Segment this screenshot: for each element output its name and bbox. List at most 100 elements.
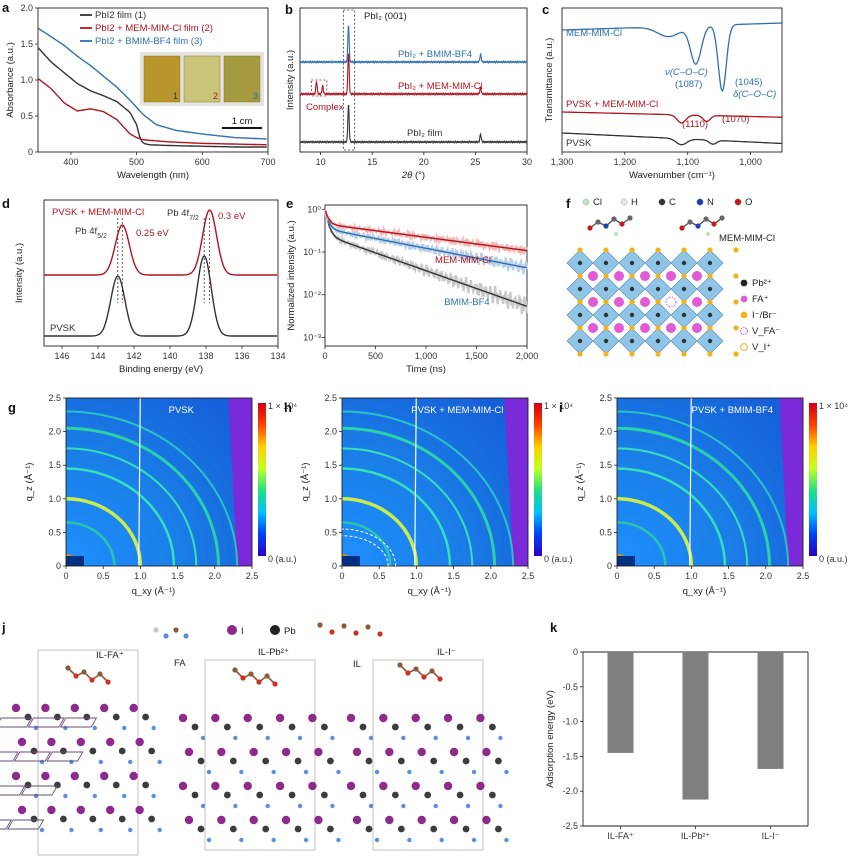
panel-h-ytick-label: 1.5 [324, 460, 337, 470]
panel-b-xtick-label: 15 [367, 157, 377, 167]
panel-j-fa-atom [433, 735, 438, 741]
panel-g-detector-gap [138, 397, 141, 567]
panel-f-molecule-atom [687, 219, 693, 225]
panel-f-pb-atom [707, 286, 713, 292]
panel-d-series-line [44, 209, 278, 276]
panel-j-lead-atom [456, 791, 464, 799]
panel-i-signal-area [617, 398, 789, 566]
panel-a-scale-label: 1 cm [232, 116, 253, 127]
panel-f-halide-atom [681, 351, 687, 357]
panel-j-fa-atom [151, 725, 156, 731]
panel-f-molecule-cl [705, 231, 711, 237]
panel-j-il-atom [65, 665, 71, 671]
panel-j-lattice-bond [46, 751, 84, 762]
panel-j-fa-atom [128, 827, 133, 833]
panel-f-molecule-atom [703, 216, 709, 222]
panel-i-ytick-label: 0 [607, 561, 612, 571]
panel-j-fa-atom [157, 827, 162, 833]
panel-g-beamstop [66, 556, 84, 566]
panel-f-legend-dot [740, 327, 748, 335]
panel-h-diffraction-ring [341, 410, 515, 567]
panel-j-iodine-atom [47, 805, 56, 815]
panel-f-molecule-atom [595, 219, 601, 225]
panel-e-ylabel: Normalized intensity (a.u.) [286, 220, 297, 330]
panel-j-lead-atom [489, 791, 496, 799]
panel-f-pb-atom [629, 312, 635, 318]
panel-f-pb-atom [707, 312, 713, 318]
panel-a-ylabel: Absorbance (a.u.) [5, 42, 16, 118]
panel-d-label-pvsk: PVSK [50, 323, 76, 334]
panel-j-lead-atom [83, 713, 91, 721]
panel-j-il-atom [272, 681, 278, 687]
panel-j-lead-atom [424, 723, 432, 731]
panel-c-annot: δ(C–O–C) [733, 89, 776, 100]
panel-g-xtick-label: 2.0 [209, 571, 222, 581]
panel-f-fa-vacancy [665, 296, 677, 308]
panel-d-label-mem: PVSK + MEM-MIM-Cl [52, 207, 144, 218]
panel-j-label-il: IL [353, 659, 361, 670]
panel-g-ylabel: q_z (Å⁻¹) [24, 463, 35, 502]
panel-j-fa-atom [39, 759, 45, 765]
panel-h-ytick-label: 2.0 [324, 427, 337, 437]
panel-f-halide-atom [629, 299, 635, 305]
panel-j-fa-atom [239, 837, 244, 843]
panel-f-halide-atom [681, 247, 687, 253]
panel-j-iodine-atom [308, 713, 317, 723]
panel-d-xtick-label: 138 [198, 351, 213, 361]
panel-f-pb-atom [655, 312, 661, 318]
panel-f-fa-atom [640, 271, 650, 281]
panel-j-il-atom [256, 679, 262, 685]
panel-g-signal-area [66, 398, 238, 566]
panel-a-xtick-label: 700 [260, 157, 275, 167]
panel-c-annot: (1087) [675, 79, 702, 90]
panel-f-halide-atom [577, 273, 583, 279]
panel-i-beamstop [617, 556, 635, 566]
panel-a-series-line [37, 47, 267, 148]
panel-j-fa-atom [92, 793, 98, 799]
panel-j-fa-atom [33, 725, 39, 731]
panel-f-legend-dot [740, 311, 748, 319]
panel-j-fa-picture-atom [173, 627, 179, 633]
panel-f-molecule-atom [627, 215, 633, 221]
panel-j-lead-atom [294, 757, 302, 765]
panel-a-inset-label: 3 [253, 91, 258, 101]
panel-j-iodine-atom [352, 747, 362, 757]
panel-d-xtick-label: 134 [270, 351, 285, 361]
panel-a-xtick-label: 400 [63, 157, 78, 167]
panel-c-label-pvsk-mem: PVSK + MEM-MIM-Cl [566, 99, 658, 110]
panel-j-iodine-atom [41, 703, 50, 713]
panel-g-diffraction-ring [65, 410, 239, 567]
panel-h-diffraction-ring [341, 467, 452, 567]
panel-j-fa-atom [465, 735, 471, 741]
panel-g-diffraction-ring [65, 467, 176, 567]
panel-j-lead-atom [118, 747, 126, 755]
panel-j-fa-atom [433, 803, 438, 809]
panel-h-ytick-label: 0 [332, 561, 337, 571]
panel-a-legend-label: PbI2 film (1) [95, 10, 146, 21]
panel-f-pb-atom [655, 286, 661, 292]
panel-f-pb-atom [603, 338, 609, 344]
panel-i-frame [616, 397, 804, 567]
panel-f-halide-atom [707, 351, 713, 357]
panel-j-iodine-atom [352, 815, 362, 825]
panel-j-lead-atom [430, 825, 438, 833]
panel-f-halide-atom [603, 351, 609, 357]
panel-j-fa-atom [63, 793, 68, 799]
panel-f-halide-atom [655, 325, 661, 331]
panel-k-ylabel: Adsorption energy (eV) [545, 690, 556, 788]
panel-j-iodine-atom [314, 815, 323, 825]
panel-f-halide-atom [629, 325, 635, 331]
panel-j-il-picture-atom [341, 623, 347, 629]
panel-j-fa-picture-atom [163, 633, 169, 639]
panel-e-xtick-label: 1,500 [465, 351, 488, 361]
panel-f-molecule-atom [719, 215, 725, 221]
panel-j-lead-atom [288, 723, 296, 731]
panel-g-ytick-label: 2.0 [48, 427, 61, 437]
panel-i-diffraction-ring [616, 447, 749, 567]
panel-f-legend-right-label: Pb²⁺ [752, 278, 772, 289]
panel-h-diffraction-ring [341, 521, 392, 567]
panel-i-xtick-label: 2.5 [797, 571, 810, 581]
panel-j-fa-atom [98, 759, 104, 765]
panel-f-halide-atom [629, 247, 635, 253]
panel-f-halide-atom [577, 299, 583, 305]
